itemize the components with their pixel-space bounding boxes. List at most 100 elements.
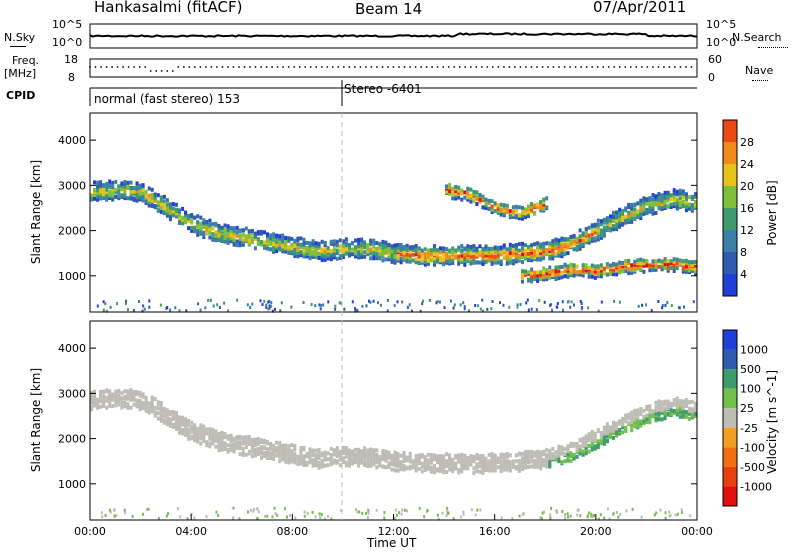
- heatmap-cell: [593, 238, 597, 243]
- heatmap-cell: [499, 301, 501, 305]
- heatmap-cell: [393, 459, 397, 464]
- heatmap-cell: [548, 461, 552, 466]
- heatmap-cell: [487, 462, 491, 467]
- heatmap-cell: [217, 513, 220, 517]
- heatmap-cell: [319, 307, 322, 311]
- heatmap-cell: [472, 244, 476, 249]
- heatmap-cell: [618, 222, 622, 227]
- heatmap-cell: [569, 305, 572, 309]
- heatmap-cell: [372, 247, 376, 252]
- heatmap-cell: [548, 256, 552, 261]
- heatmap-cell: [672, 401, 676, 406]
- heatmap-cell: [457, 256, 461, 261]
- heatmap-cell: [487, 256, 491, 261]
- heatmap-cell: [211, 226, 215, 231]
- freq-dot: [320, 66, 323, 68]
- heatmap-cell: [235, 230, 239, 235]
- heatmap-cell: [235, 435, 239, 440]
- heatmap-cell: [265, 303, 268, 307]
- heatmap-cell: [493, 254, 497, 259]
- heatmap-cell: [420, 250, 424, 255]
- heatmap-cell: [314, 241, 318, 246]
- heatmap-cell: [560, 251, 564, 256]
- heatmap-cell: [475, 453, 479, 457]
- colorbar-tick-label: 28: [740, 136, 754, 149]
- y-tick-label: 1000: [58, 270, 86, 283]
- heatmap-cell: [684, 195, 688, 200]
- y-tick-label: 3000: [58, 387, 86, 400]
- heatmap-cell: [114, 194, 118, 199]
- heatmap-cell: [566, 274, 570, 279]
- heatmap-cell: [660, 198, 664, 203]
- heatmap-cell: [675, 401, 679, 406]
- heatmap-cell: [596, 266, 600, 271]
- heatmap-cell: [375, 453, 379, 457]
- heatmap-cell: [293, 447, 297, 452]
- heatmap-cell: [663, 265, 667, 270]
- heatmap-cell: [519, 303, 522, 306]
- heatmap-cell: [593, 434, 597, 439]
- heatmap-cell: [381, 457, 385, 462]
- heatmap-cell: [351, 247, 354, 252]
- heatmap-cell: [663, 399, 667, 404]
- heatmap-cell: [363, 240, 367, 245]
- heatmap-cell: [524, 248, 527, 253]
- heatmap-cell: [348, 457, 351, 462]
- heatmap-cell: [332, 255, 336, 260]
- heatmap-cell: [159, 202, 163, 207]
- heatmap-cell: [272, 443, 276, 448]
- heatmap-cell: [560, 243, 564, 248]
- heatmap-cell: [596, 228, 600, 233]
- heatmap-cell: [423, 458, 427, 463]
- heatmap-cell: [269, 233, 273, 238]
- heatmap-cell: [360, 452, 364, 456]
- heatmap-cell: [433, 262, 436, 267]
- heatmap-cell: [433, 259, 436, 264]
- heatmap-cell: [593, 514, 595, 517]
- heatmap-cell: [445, 247, 449, 252]
- heatmap-cell: [366, 455, 370, 460]
- heatmap-cell: [281, 457, 285, 462]
- heatmap-cell: [587, 443, 591, 448]
- heatmap-cell: [165, 411, 169, 416]
- heatmap-cell: [569, 441, 573, 446]
- heatmap-cell: [517, 256, 521, 261]
- heatmap-cell: [496, 459, 500, 464]
- heatmap-cell: [423, 262, 427, 267]
- heatmap-cell: [253, 234, 257, 239]
- heatmap-cell: [126, 186, 130, 190]
- heatmap-cell: [147, 203, 151, 208]
- heatmap-cell: [511, 209, 515, 214]
- heatmap-cell: [153, 204, 157, 208]
- heatmap-cell: [411, 258, 415, 263]
- heatmap-cell: [554, 265, 558, 270]
- heatmap-cell: [272, 452, 276, 456]
- heatmap-cell: [527, 460, 530, 465]
- heatmap-cell: [393, 254, 397, 259]
- heatmap-cell: [211, 232, 215, 237]
- x-tick-label: 00:00: [74, 525, 106, 538]
- heatmap-cell: [466, 244, 470, 249]
- heatmap-cell: [117, 402, 121, 407]
- heatmap-cell: [290, 248, 294, 253]
- heatmap-cell: [341, 445, 345, 450]
- heatmap-cell: [451, 460, 455, 465]
- heatmap-cell: [530, 205, 534, 210]
- heatmap-cell: [445, 459, 449, 464]
- heatmap-cell: [475, 455, 479, 460]
- heatmap-cell: [672, 204, 676, 209]
- heatmap-cell: [587, 449, 591, 454]
- heatmap-cell: [369, 456, 373, 461]
- heatmap-cell: [690, 260, 694, 265]
- heatmap-cell: [545, 268, 549, 273]
- heatmap-cell: [138, 402, 142, 407]
- heatmap-cell: [326, 251, 330, 256]
- heatmap-cell: [208, 434, 212, 439]
- heatmap-cell: [542, 449, 546, 454]
- freq-dot: [652, 66, 654, 68]
- heatmap-cell: [363, 245, 367, 250]
- heatmap-cell: [663, 416, 667, 421]
- heatmap-cell: [284, 450, 288, 455]
- heatmap-cell: [660, 404, 664, 409]
- heatmap-cell: [618, 428, 622, 432]
